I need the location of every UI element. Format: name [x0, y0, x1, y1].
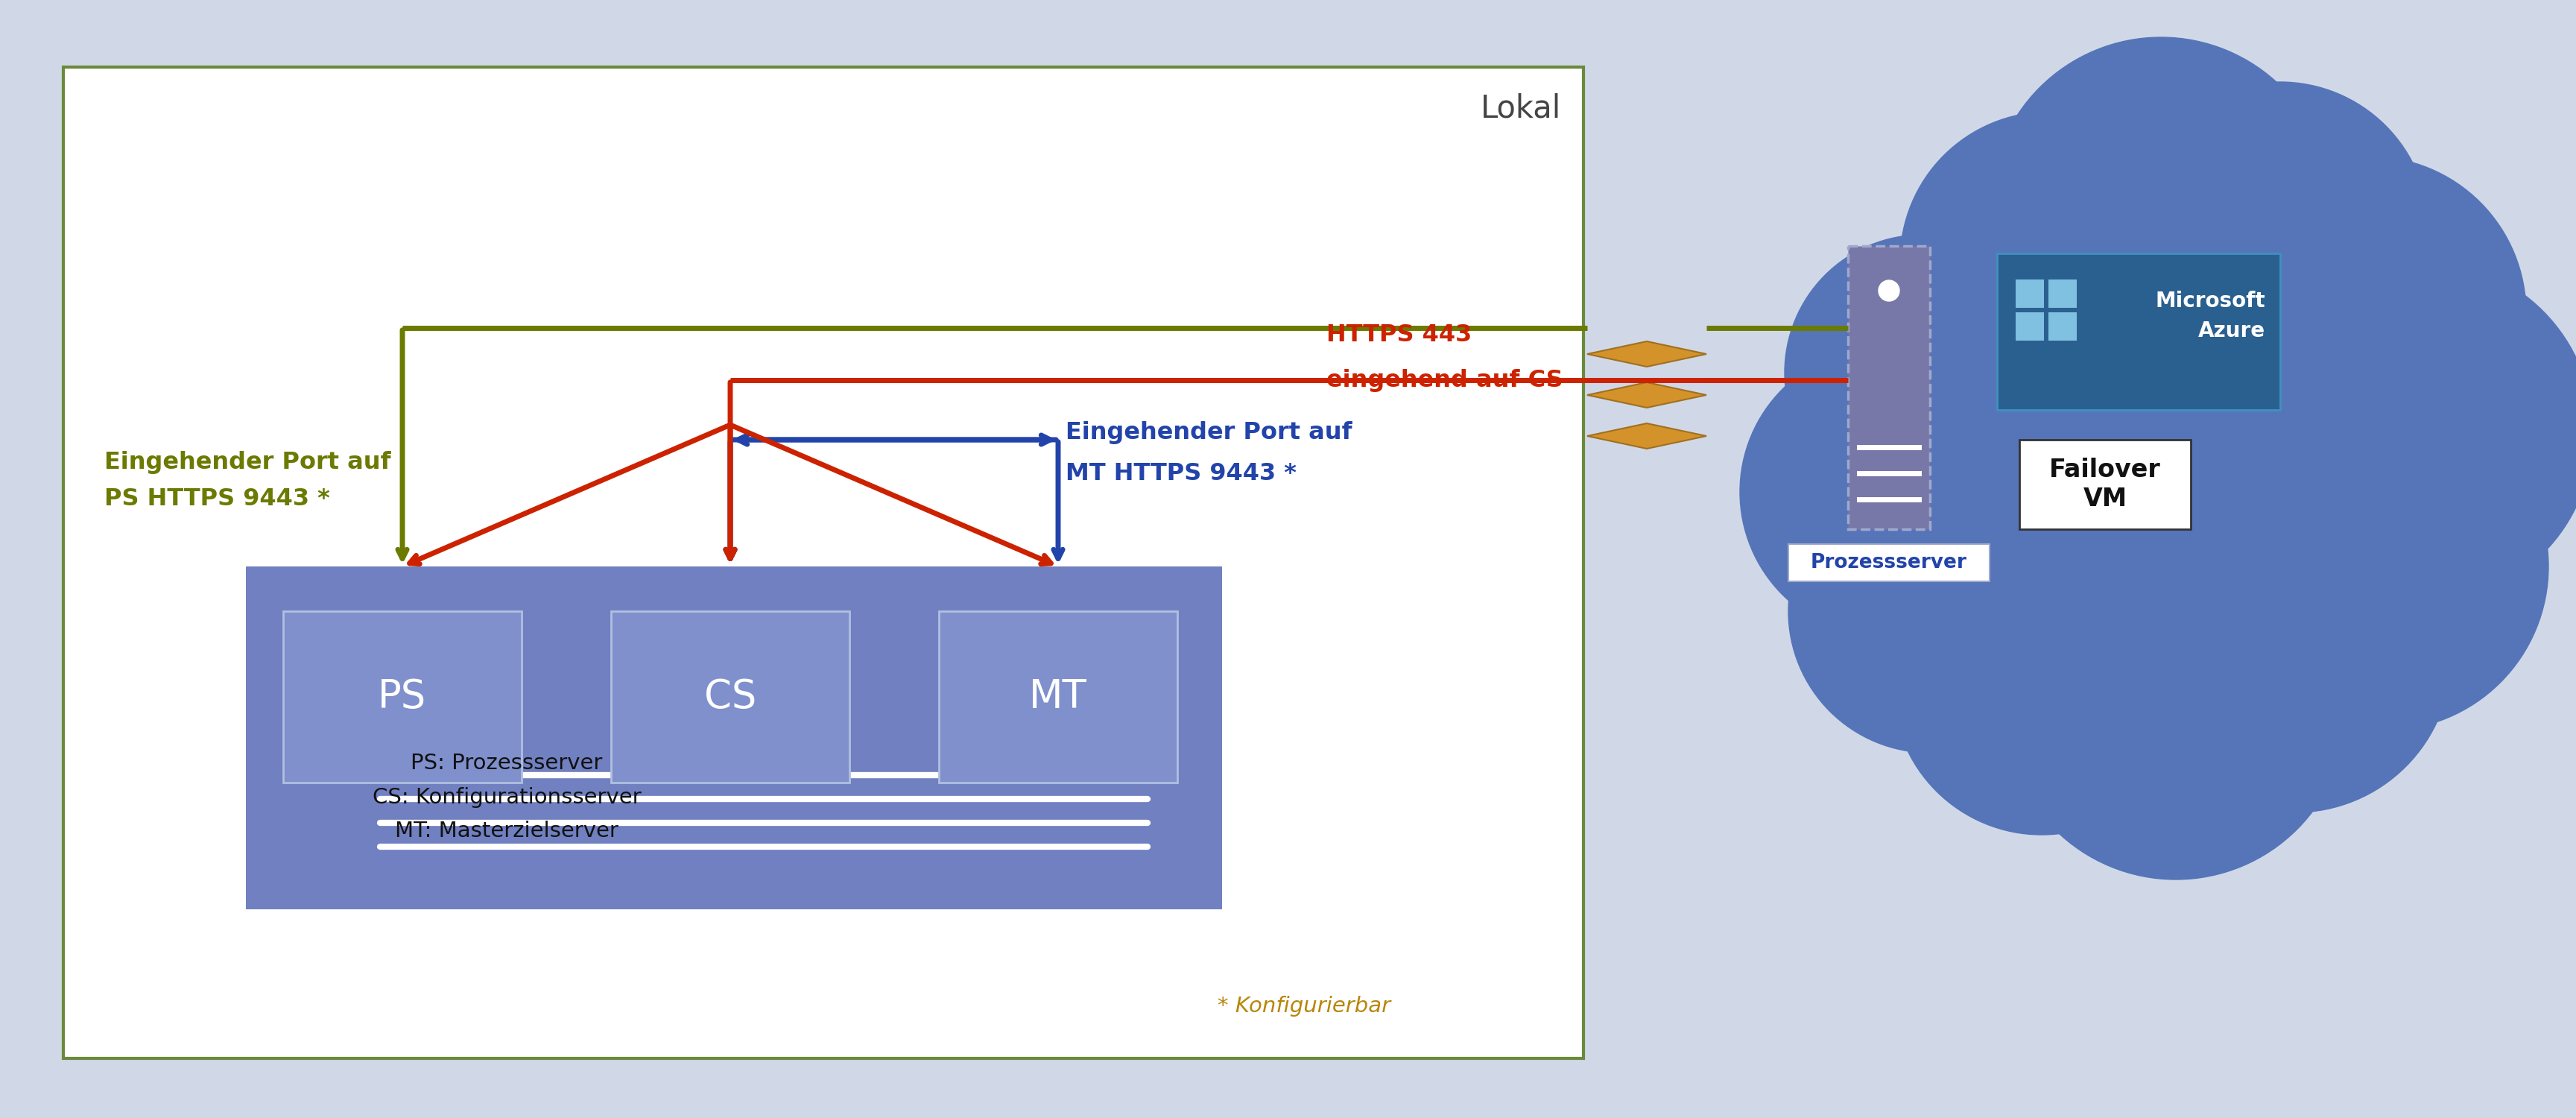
Circle shape	[2138, 500, 2452, 813]
Circle shape	[2004, 537, 2347, 880]
Circle shape	[2004, 238, 2393, 626]
Polygon shape	[1587, 382, 1705, 408]
Circle shape	[1989, 37, 2331, 380]
Bar	[283, 612, 520, 783]
Polygon shape	[1587, 341, 1705, 367]
Polygon shape	[1587, 424, 1705, 448]
Text: PS: PS	[379, 678, 428, 717]
Text: Azure: Azure	[2197, 321, 2264, 341]
Text: Prozessserver: Prozessserver	[1811, 553, 1968, 572]
Bar	[611, 612, 850, 783]
Circle shape	[1893, 537, 2190, 835]
Circle shape	[1785, 235, 2061, 511]
Text: Microsoft: Microsoft	[2156, 291, 2264, 312]
Text: MT HTTPS 9443 *: MT HTTPS 9443 *	[1066, 462, 1296, 485]
Bar	[64, 67, 1584, 1059]
Circle shape	[2130, 82, 2429, 380]
Bar	[2048, 280, 2076, 307]
Circle shape	[2251, 260, 2576, 604]
Text: HTTPS 443: HTTPS 443	[1327, 324, 1471, 347]
Bar	[2048, 312, 2076, 341]
Circle shape	[2221, 402, 2548, 730]
Bar	[2020, 439, 2190, 529]
Circle shape	[1901, 112, 2197, 410]
Text: * Konfigurierbar: * Konfigurierbar	[1218, 996, 1391, 1016]
Bar	[1847, 246, 1929, 529]
Text: MT: MT	[1030, 678, 1087, 717]
Bar	[2014, 312, 2043, 341]
Circle shape	[1914, 238, 2331, 656]
Text: Lokal: Lokal	[1481, 93, 1561, 124]
Circle shape	[2213, 157, 2527, 470]
Circle shape	[1878, 281, 1899, 301]
Circle shape	[1739, 347, 2030, 637]
Bar	[1788, 544, 1989, 581]
Text: CS: CS	[703, 678, 757, 717]
Text: Failover
VM: Failover VM	[2050, 458, 2161, 511]
Ellipse shape	[1025, 720, 1121, 756]
Circle shape	[1788, 470, 2071, 752]
Bar	[245, 567, 1221, 909]
Text: eingehend auf CS: eingehend auf CS	[1327, 369, 1564, 391]
Text: PS: Prozessserver
CS: Konfigurationsserver
MT: Masterzielserver: PS: Prozessserver CS: Konfigurationsserv…	[374, 752, 641, 842]
Bar	[938, 612, 1177, 783]
Bar	[1996, 254, 2280, 410]
Text: Eingehender Port auf: Eingehender Port auf	[103, 451, 392, 474]
Text: Eingehender Port auf: Eingehender Port auf	[1066, 420, 1352, 444]
Text: PS HTTPS 9443 *: PS HTTPS 9443 *	[103, 487, 330, 511]
Bar	[2014, 280, 2043, 307]
